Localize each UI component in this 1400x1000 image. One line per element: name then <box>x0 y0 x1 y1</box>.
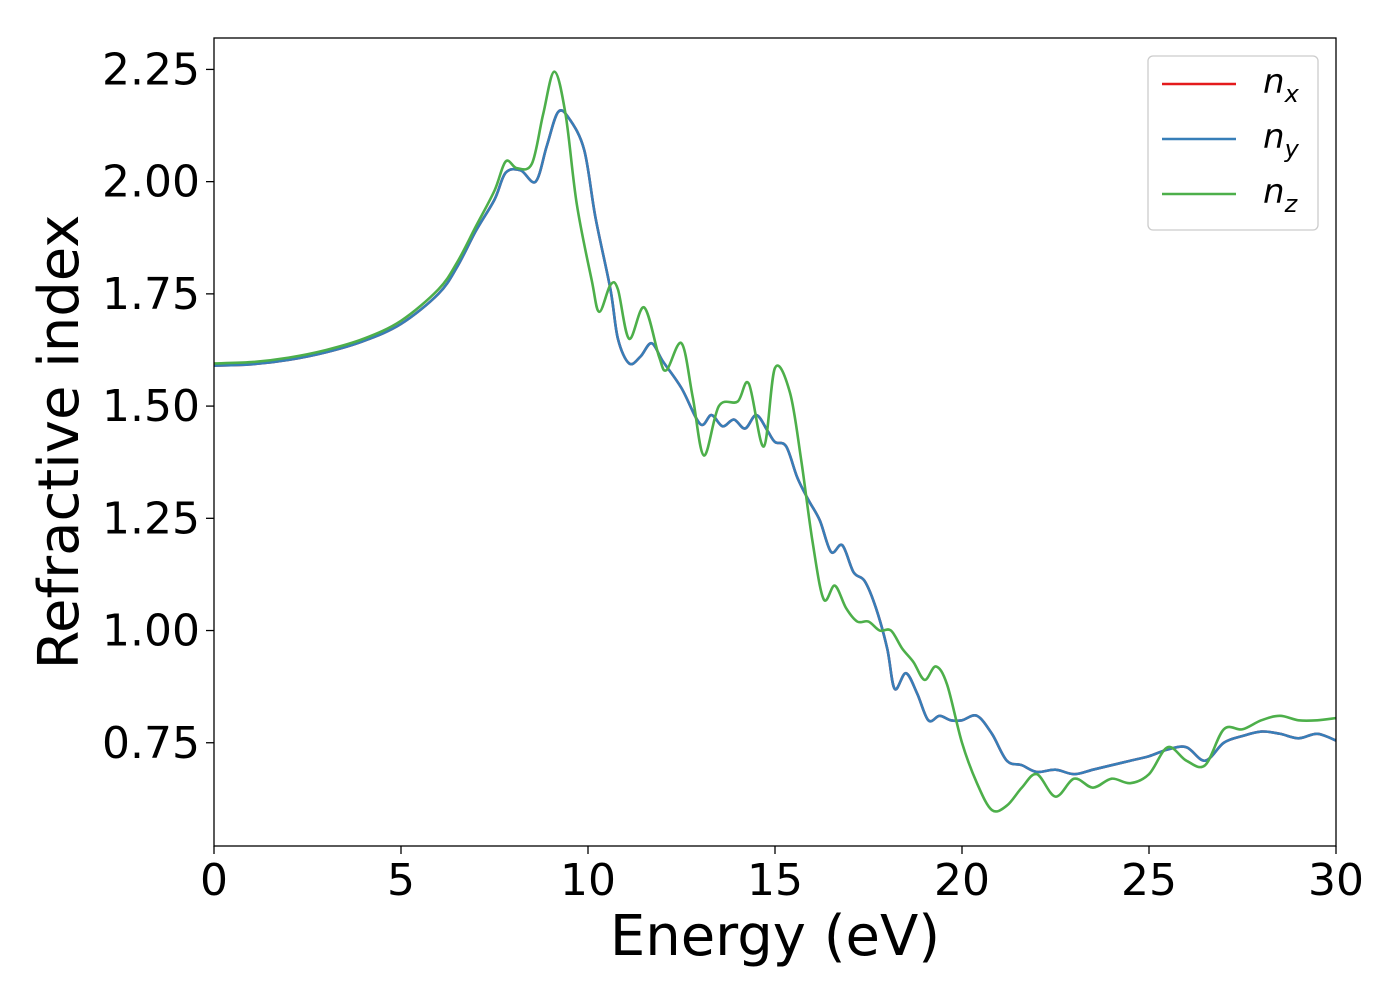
x-tick-label: 30 <box>1308 855 1364 906</box>
x-tick-label: 5 <box>387 855 415 906</box>
y-tick-label: 0.75 <box>102 718 200 769</box>
y-tick-label: 1.50 <box>102 381 200 432</box>
x-tick-label: 20 <box>934 855 990 906</box>
y-axis: 0.75 1.00 1.25 1.50 1.75 2.00 2.25 <box>102 44 214 769</box>
x-tick-label: 15 <box>747 855 803 906</box>
series-line-n-z <box>214 70 1336 813</box>
y-tick-label: 1.00 <box>102 606 200 657</box>
legend-label-x: nx <box>1263 62 1300 108</box>
y-tick-label: 2.00 <box>102 157 200 208</box>
legend-label-y: ny <box>1263 117 1300 163</box>
y-tick-label: 1.25 <box>102 493 200 544</box>
legend-box <box>1147 55 1319 231</box>
y-axis-label: Refractive index <box>27 215 92 670</box>
x-tick-label: 25 <box>1121 855 1177 906</box>
x-tick-label: 0 <box>200 855 228 906</box>
series-line-n-y <box>214 109 1336 776</box>
y-tick-label: 1.75 <box>102 269 200 320</box>
series-layer <box>214 70 1336 813</box>
x-tick-label: 10 <box>560 855 616 906</box>
legend: nx ny nz <box>1147 55 1319 231</box>
legend-label-z: nz <box>1263 172 1299 218</box>
x-axis: 0 5 10 15 20 25 30 <box>200 846 1364 906</box>
x-axis-label: Energy (eV) <box>610 904 940 969</box>
y-tick-label: 2.25 <box>102 44 200 95</box>
